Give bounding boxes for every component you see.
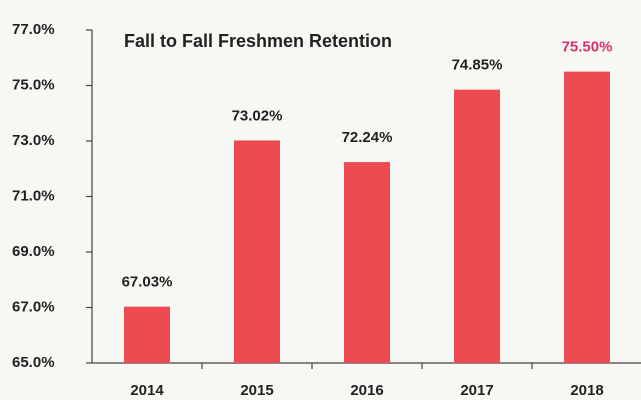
y-tick-label: 77.0% <box>12 21 55 38</box>
x-tick-label: 2016 <box>350 382 383 399</box>
x-tick-label: 2015 <box>240 382 273 399</box>
bar <box>234 140 280 363</box>
x-tick-label: 2014 <box>130 382 164 399</box>
x-tick-label: 2017 <box>460 382 493 399</box>
bar <box>344 162 390 363</box>
y-tick-label: 69.0% <box>12 243 55 260</box>
y-tick-label: 73.0% <box>12 132 55 149</box>
value-label: 72.24% <box>342 129 393 146</box>
chart-title: Fall to Fall Freshmen Retention <box>124 31 392 51</box>
y-tick-label: 65.0% <box>12 354 55 371</box>
value-label: 74.85% <box>452 57 503 74</box>
y-tick-label: 67.0% <box>12 298 55 315</box>
value-label: 75.50% <box>562 39 613 56</box>
y-tick-label: 75.0% <box>12 76 55 93</box>
value-label: 67.03% <box>122 274 173 291</box>
x-tick-label: 2018 <box>570 382 603 399</box>
bar <box>124 306 170 363</box>
value-label: 73.02% <box>232 107 283 124</box>
bar <box>564 71 610 363</box>
bar <box>454 89 500 363</box>
y-tick-label: 71.0% <box>12 187 55 204</box>
